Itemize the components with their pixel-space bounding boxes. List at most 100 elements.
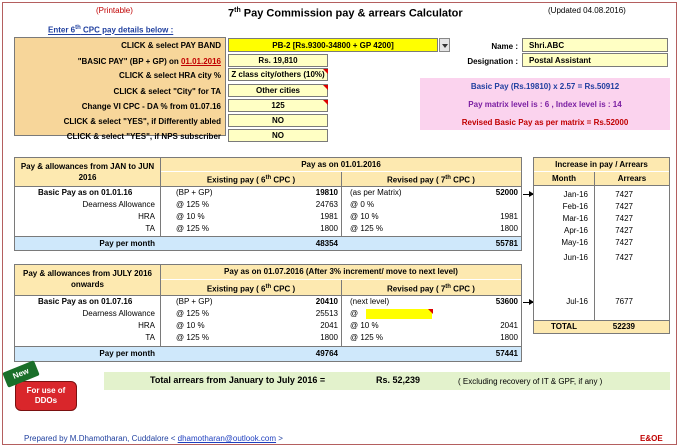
da-value: 125 [271, 101, 285, 110]
table-row-note: (next level) [350, 297, 390, 306]
table-row-value: 1800 [500, 333, 518, 342]
ddo-button-label: For use of DDOs [26, 386, 66, 405]
name-label: Name : [491, 42, 518, 51]
table1-total-label: Pay per month [99, 239, 155, 248]
arrears-value: 7677 [615, 297, 633, 306]
eoe-label: E&OE [640, 434, 663, 443]
table-row-note: @ 125 % [176, 333, 210, 342]
basic-pay-input[interactable]: Rs. 19,810 [228, 54, 328, 67]
printable-label: (Printable) [96, 6, 133, 15]
arrears-total-bg [534, 320, 669, 333]
nps-label: CLICK & select "YES", if NPS subscriber [66, 132, 221, 141]
basic-pay-value: Rs. 19,810 [258, 56, 298, 65]
ddo-button[interactable]: For use of DDOs [15, 381, 77, 411]
table-row-label: TA [145, 333, 155, 342]
comment-marker-icon [323, 69, 328, 74]
table-row-value: 24763 [315, 200, 338, 209]
table-row-note: @ 0 % [350, 200, 375, 209]
table-row-note: @ 125 % [350, 224, 384, 233]
page-title: 7th Pay Commission pay & arrears Calcula… [228, 7, 463, 20]
hra-label: CLICK & select HRA city % [119, 71, 221, 80]
table-row-note: @ 125 % [176, 200, 210, 209]
arrears-value: 7427 [615, 238, 633, 247]
table1-revised-head: Revised pay ( 7th CPC ) [387, 175, 475, 185]
table-row-label: Dearness Allowance [82, 200, 155, 209]
arrears-divider [534, 185, 669, 186]
chevron-down-icon [442, 44, 448, 48]
designation-value: Postal Assistant [529, 56, 591, 65]
table2-title-bg [161, 265, 521, 279]
updated-date: (Updated 04.08.2016) [548, 6, 626, 15]
differently-abled-label: CLICK & select "YES", if Differently abl… [63, 117, 221, 126]
table1-existing-head: Existing pay ( 6th CPC ) [206, 175, 296, 185]
table-row-label: HRA [138, 321, 155, 330]
table-row-note: @ 10 % [176, 212, 205, 221]
arrears-divider [594, 172, 595, 333]
table-row-note: @ [350, 309, 359, 318]
table1-divider [341, 172, 342, 250]
da-rate-input[interactable] [366, 309, 432, 319]
table-row-note: @ 125 % [176, 309, 210, 318]
arrears-month: Feb-16 [562, 202, 588, 211]
da-input[interactable]: 125 [228, 99, 328, 112]
arrears-total-label: TOTAL [551, 322, 577, 331]
nps-select[interactable]: NO [228, 129, 328, 142]
basic-pay-label: "BASIC PAY" (BP + GP) on 01.01.2016 [77, 57, 221, 66]
arrears-month: May-16 [561, 238, 588, 247]
table-row-note: (BP + GP) [176, 297, 213, 306]
email-link[interactable]: dhamotharan@outlook.com [177, 434, 277, 443]
pay-band-select[interactable]: PB-2 [Rs.9300-34800 + GP 4200] [228, 38, 438, 52]
differently-abled-select[interactable]: NO [228, 114, 328, 127]
table-row-note: @ 10 % [350, 321, 379, 330]
table-row-note: @ 10 % [350, 212, 379, 221]
city-label: CLICK & select "City" for TA [113, 87, 221, 96]
arrow-icon [523, 191, 534, 197]
arrears-month: Jul-16 [566, 297, 588, 306]
table2-total-existing: 49764 [315, 349, 338, 358]
table1-divider [160, 158, 161, 250]
da-label: Change VI CPC - DA % from 01.07.16 [81, 102, 221, 111]
total-arrears-bar [104, 372, 670, 390]
differently-abled-value: NO [272, 116, 284, 125]
hra-select[interactable]: Z class city/others (10%) [228, 68, 328, 81]
table-row-value: 20410 [315, 297, 338, 306]
table-row-value: 2041 [500, 321, 518, 330]
name-value: Shri.ABC [529, 41, 565, 50]
total-arrears-note: ( Excluding recovery of IT & GPF, if any… [458, 377, 603, 386]
table-row-value: 1981 [320, 212, 338, 221]
name-input[interactable]: Shri.ABC [522, 38, 668, 52]
table-row-value: 1800 [500, 224, 518, 233]
hra-value: Z class city/others (10%) [231, 70, 325, 79]
city-value: Other cities [255, 86, 300, 95]
arrears-table [533, 157, 670, 334]
designation-input[interactable]: Postal Assistant [522, 53, 668, 67]
table2-revised-head: Revised pay ( 7th CPC ) [387, 284, 475, 294]
arrears-value: 7427 [615, 190, 633, 199]
table2-divider [160, 265, 161, 361]
table-row-value: 1981 [500, 212, 518, 221]
table2-title: Pay as on 01.07.2016 (After 3% increment… [224, 267, 458, 276]
table-row-label: Dearness Allowance [82, 309, 155, 318]
table1-total-bg [15, 236, 521, 250]
pay-band-label: CLICK & select PAY BAND [121, 41, 221, 50]
table-row-value: 52000 [495, 188, 518, 197]
pay-band-dropdown-button[interactable] [439, 38, 450, 52]
arrears-month: Mar-16 [562, 214, 588, 223]
pay-band-value: PB-2 [Rs.9300-34800 + GP 4200] [272, 41, 394, 50]
arrears-col-month: Month [552, 174, 576, 183]
arrears-title: Increase in pay / Arrears [555, 160, 648, 169]
pay-matrix-level: Pay matrix level is : 6 , Index level is… [468, 100, 622, 109]
arrears-total-value: 52239 [612, 322, 635, 331]
input-section-heading: Enter 6th CPC pay details below : [48, 25, 174, 35]
table-row-value: 1800 [320, 333, 338, 342]
table-row-value: 25513 [315, 309, 338, 318]
table2-left-head: Pay & allowances from JULY 2016 onwards [23, 269, 152, 289]
table-row-note: @ 125 % [176, 224, 210, 233]
city-select[interactable]: Other cities [228, 84, 328, 97]
designation-label: Designation : [467, 57, 518, 66]
nps-value: NO [272, 131, 284, 140]
table-row-note: @ 10 % [176, 321, 205, 330]
arrears-col-arrears: Arrears [617, 174, 647, 183]
arrears-value: 7427 [615, 214, 633, 223]
